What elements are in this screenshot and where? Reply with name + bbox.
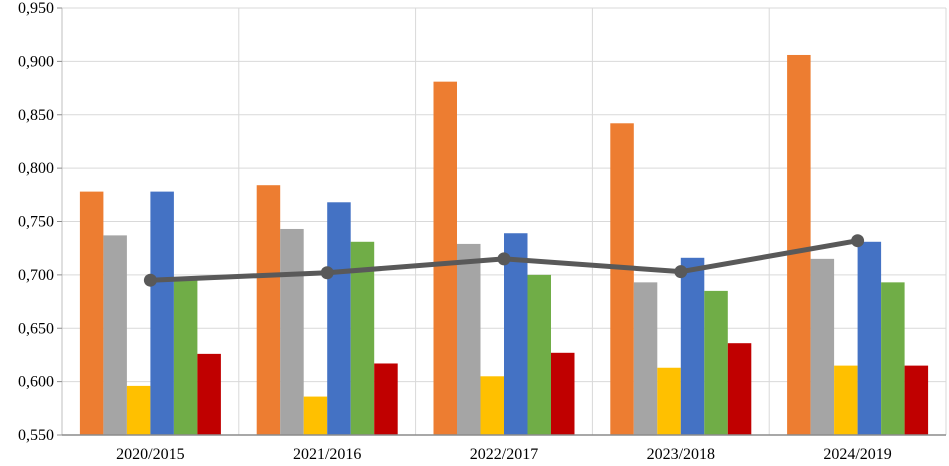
bar (881, 282, 905, 435)
y-tick-label: 0,750 (18, 214, 54, 231)
line-point (674, 265, 688, 279)
bar (657, 367, 681, 435)
bar (787, 54, 811, 435)
bar (103, 235, 127, 435)
bar (256, 185, 281, 435)
bar (727, 343, 752, 435)
y-tick-label: 0,650 (18, 320, 54, 337)
y-tick-label: 0,600 (18, 374, 54, 391)
bar (197, 353, 221, 435)
y-tick-label: 0,850 (18, 107, 54, 124)
y-tick-label: 0,700 (18, 267, 54, 284)
bar (704, 290, 728, 435)
bar (350, 241, 375, 435)
y-tick-label: 0,950 (18, 0, 54, 17)
bar (810, 258, 835, 435)
bar (633, 282, 658, 435)
bar (610, 123, 634, 435)
line-point (320, 266, 334, 280)
bar (433, 81, 457, 435)
bar (504, 233, 528, 435)
bars (79, 54, 929, 435)
y-tick-label: 0,900 (18, 53, 54, 70)
bar (280, 228, 304, 435)
bar (834, 365, 858, 435)
x-category-label: 2023/2018 (647, 446, 715, 463)
bar (457, 243, 481, 435)
y-tick-label: 0,800 (18, 160, 54, 177)
bar (527, 274, 551, 435)
x-category-label: 2024/2019 (823, 446, 891, 463)
bar (680, 257, 705, 435)
x-category-label: 2020/2015 (116, 446, 184, 463)
bar (79, 191, 104, 435)
line-point (143, 273, 157, 287)
bar (303, 396, 328, 435)
line-point (851, 234, 865, 248)
bar (150, 191, 174, 435)
bar (857, 241, 882, 435)
bar (551, 352, 575, 435)
bar (173, 278, 198, 435)
x-axis-category-labels: 2020/2015 2021/2016 2022/2017 2023/2018 2024… (116, 446, 892, 463)
y-axis-tick-labels: 0,550 0,600 0,650 0,700 0,750 0,800 0,850 0,900… (18, 0, 54, 444)
bar (480, 376, 504, 435)
y-tick-label: 0,550 (18, 427, 54, 444)
bar (126, 385, 151, 435)
bar (374, 363, 398, 435)
bar (327, 202, 351, 435)
axes (57, 7, 946, 436)
grid (61, 7, 947, 435)
line-series (143, 234, 865, 287)
x-category-label: 2022/2017 (470, 446, 538, 463)
bar (904, 365, 929, 435)
x-category-label: 2021/2016 (293, 446, 361, 463)
line-point (497, 252, 511, 266)
